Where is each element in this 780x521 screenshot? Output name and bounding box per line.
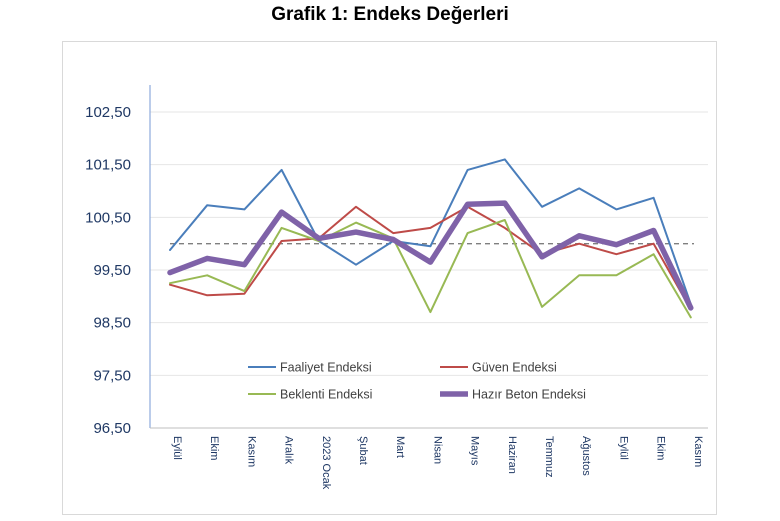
series-line	[169, 219, 692, 319]
chart-frame	[62, 41, 717, 515]
x-tick-label: Temmuz	[543, 436, 555, 478]
y-tick-label: 99,50	[93, 262, 131, 279]
legend-label: Faaliyet Endeksi	[280, 361, 372, 375]
x-tick-label: Mayıs	[469, 436, 481, 466]
legend-label: Güven Endeksi	[472, 361, 557, 375]
chart-title: Grafik 1: Endeks Değerleri	[271, 4, 509, 25]
x-tick-label: Aralık	[283, 436, 295, 465]
x-tick-label: Kasım	[692, 436, 704, 467]
y-tick-label: 102,50	[85, 104, 131, 121]
x-tick-label: Eylül	[171, 436, 183, 460]
x-axis: Eylül Ekim Kasım Aralık 2023 Ocak Şubat Mart Ni…	[150, 427, 708, 490]
y-tick-label: 98,50	[93, 315, 131, 332]
x-tick-label: Haziran	[506, 436, 518, 474]
series-line	[169, 158, 692, 306]
y-tick-label: 96,50	[93, 420, 131, 437]
x-tick-label: Ekim	[208, 436, 220, 460]
x-tick-label: Mart	[394, 436, 406, 458]
gridlines	[150, 111, 708, 376]
x-tick-label: Nisan	[431, 436, 443, 464]
x-tick-label: Ağustos	[580, 436, 592, 476]
x-tick-label: Eylül	[617, 436, 629, 460]
legend: Faaliyet Endeksi Güven Endeksi Beklenti En…	[248, 361, 586, 402]
y-tick-label: 100,50	[85, 209, 131, 226]
legend-label: Hazır Beton Endeksi	[472, 388, 586, 402]
series-lines	[167, 158, 694, 319]
x-tick-label: Ekim	[655, 436, 667, 460]
x-tick-label: Kasım	[245, 436, 257, 467]
x-tick-label: 2023 Ocak	[320, 436, 332, 490]
y-tick-label: 101,50	[85, 157, 131, 174]
legend-label: Beklenti Endeksi	[280, 388, 372, 402]
series-line	[169, 205, 692, 311]
y-tick-label: 97,50	[93, 367, 131, 384]
x-tick-label: Şubat	[357, 436, 369, 465]
series-line	[167, 200, 694, 311]
y-axis: 96,50 97,50 98,50 99,50 100,50 101,50 102,50	[85, 85, 151, 437]
